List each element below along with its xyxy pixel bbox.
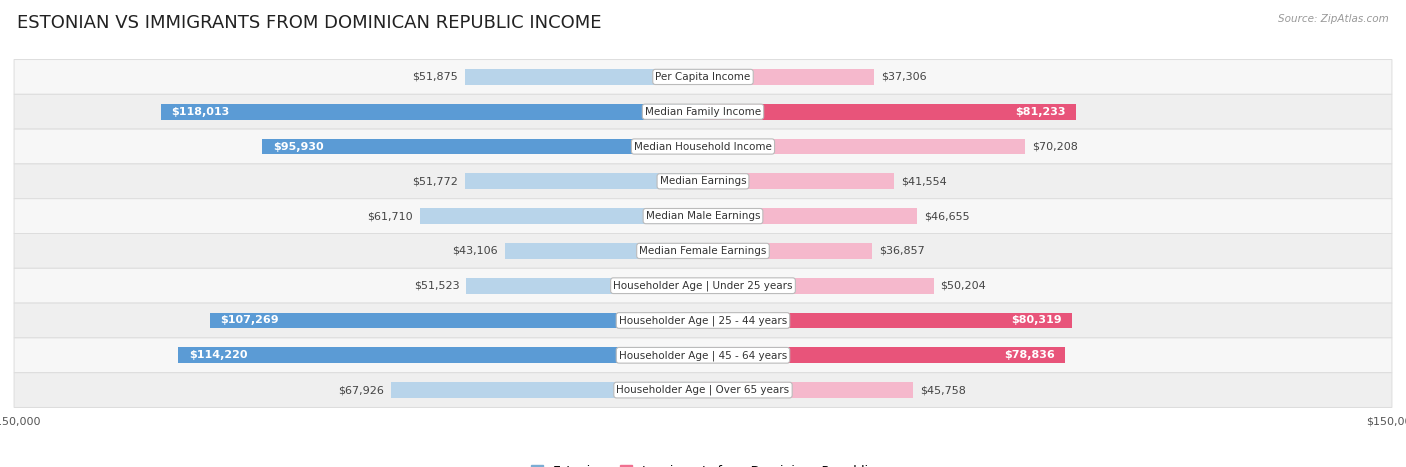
FancyBboxPatch shape — [14, 303, 1392, 338]
Bar — [263, 139, 703, 154]
Bar — [703, 243, 872, 259]
Text: $107,269: $107,269 — [221, 316, 280, 325]
FancyBboxPatch shape — [14, 164, 1392, 198]
Bar — [703, 382, 912, 398]
FancyBboxPatch shape — [14, 269, 1392, 303]
Text: $51,523: $51,523 — [413, 281, 460, 290]
Bar — [703, 347, 1066, 363]
FancyBboxPatch shape — [14, 59, 1392, 94]
Bar — [179, 347, 703, 363]
Text: $61,710: $61,710 — [367, 211, 413, 221]
FancyBboxPatch shape — [14, 338, 1392, 373]
Text: Median Male Earnings: Median Male Earnings — [645, 211, 761, 221]
Text: $67,926: $67,926 — [339, 385, 384, 395]
Text: $51,875: $51,875 — [412, 72, 458, 82]
FancyBboxPatch shape — [14, 198, 1392, 234]
Text: Median Female Earnings: Median Female Earnings — [640, 246, 766, 256]
Bar — [211, 313, 703, 328]
Text: $114,220: $114,220 — [188, 350, 247, 360]
Bar — [703, 173, 894, 189]
Bar — [703, 208, 917, 224]
Text: Householder Age | 45 - 64 years: Householder Age | 45 - 64 years — [619, 350, 787, 361]
Text: Per Capita Income: Per Capita Income — [655, 72, 751, 82]
Text: $118,013: $118,013 — [172, 107, 229, 117]
Bar — [703, 104, 1076, 120]
FancyBboxPatch shape — [14, 94, 1392, 129]
Text: Median Household Income: Median Household Income — [634, 142, 772, 151]
Text: $70,208: $70,208 — [1032, 142, 1078, 151]
FancyBboxPatch shape — [14, 234, 1392, 269]
Bar — [505, 243, 703, 259]
Text: $43,106: $43,106 — [453, 246, 498, 256]
Text: $78,836: $78,836 — [1004, 350, 1054, 360]
Bar — [703, 313, 1071, 328]
Text: $36,857: $36,857 — [879, 246, 925, 256]
FancyBboxPatch shape — [14, 373, 1392, 408]
Text: Median Family Income: Median Family Income — [645, 107, 761, 117]
FancyBboxPatch shape — [14, 129, 1392, 164]
Bar — [465, 69, 703, 85]
Text: Median Earnings: Median Earnings — [659, 177, 747, 186]
Bar — [160, 104, 703, 120]
Text: ESTONIAN VS IMMIGRANTS FROM DOMINICAN REPUBLIC INCOME: ESTONIAN VS IMMIGRANTS FROM DOMINICAN RE… — [17, 14, 602, 32]
Text: $80,319: $80,319 — [1011, 316, 1062, 325]
Legend: Estonian, Immigrants from Dominican Republic: Estonian, Immigrants from Dominican Repu… — [526, 460, 880, 467]
Bar — [703, 139, 1025, 154]
Text: $46,655: $46,655 — [924, 211, 970, 221]
Text: Source: ZipAtlas.com: Source: ZipAtlas.com — [1278, 14, 1389, 24]
Text: $50,204: $50,204 — [941, 281, 986, 290]
Bar — [467, 278, 703, 294]
Text: $41,554: $41,554 — [901, 177, 946, 186]
Text: Householder Age | 25 - 44 years: Householder Age | 25 - 44 years — [619, 315, 787, 326]
Text: $81,233: $81,233 — [1015, 107, 1066, 117]
Bar — [419, 208, 703, 224]
Bar — [703, 69, 875, 85]
Text: $51,772: $51,772 — [412, 177, 458, 186]
Text: $45,758: $45,758 — [920, 385, 966, 395]
Text: Householder Age | Under 25 years: Householder Age | Under 25 years — [613, 281, 793, 291]
Bar — [703, 278, 934, 294]
Bar — [391, 382, 703, 398]
Bar — [465, 173, 703, 189]
Text: Householder Age | Over 65 years: Householder Age | Over 65 years — [616, 385, 790, 396]
Text: $95,930: $95,930 — [273, 142, 323, 151]
Text: $37,306: $37,306 — [882, 72, 927, 82]
